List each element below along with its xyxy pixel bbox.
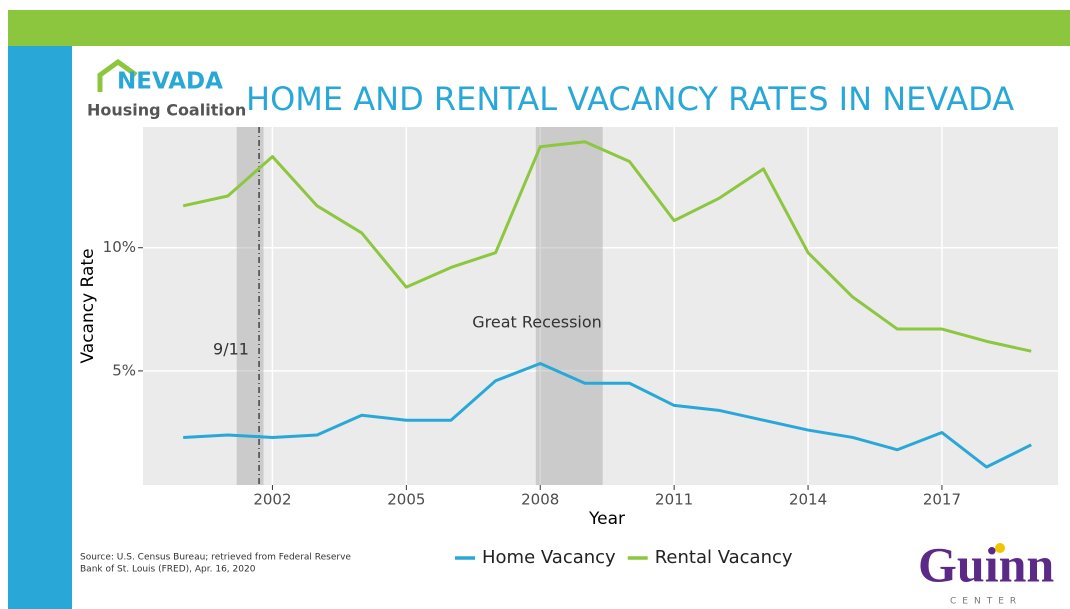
- line-series: [182, 140, 1032, 353]
- y-tick-label: 5%: [112, 361, 136, 379]
- x-tick-label: 2014: [789, 491, 827, 509]
- chart-title: HOME AND RENTAL VACANCY RATES IN NEVADA: [246, 80, 1014, 118]
- plot: 2002 2005 2008 2011 2014 2017 5% 10% 9/11 Great R…: [103, 127, 1058, 509]
- side-bar: [8, 46, 72, 609]
- line-series: [183, 362, 1032, 469]
- annotation: 9/11: [213, 340, 249, 359]
- plot-background: [143, 127, 1058, 485]
- logo-dot: [995, 543, 1005, 553]
- x-tick-label: 2002: [253, 491, 291, 509]
- shaded-period: [535, 127, 603, 485]
- center-name: Guinn: [918, 536, 1054, 592]
- logo-house: [97, 58, 138, 92]
- source-line: Bank of St. Louis (FRED), Apr. 16, 2020: [80, 565, 256, 575]
- x-axis-title: Year: [588, 509, 625, 529]
- top-bar: [8, 10, 1070, 46]
- source-line: Source: U.S. Census Bureau; retrieved fr…: [80, 553, 351, 563]
- annotation: Great Recession: [472, 313, 602, 332]
- logo-bottom: Housing Coalition: [87, 101, 246, 120]
- x-tick-label: 2005: [387, 491, 425, 509]
- legend-label: Rental Vacancy: [655, 547, 793, 568]
- logo-top: NEVADA: [117, 69, 223, 95]
- y-tick-label: 10%: [103, 238, 136, 256]
- x-tick-label: 2017: [923, 491, 961, 509]
- y-axis-title: Vacancy Rate: [78, 248, 98, 363]
- x-tick-label: 2008: [521, 491, 559, 509]
- center-sub: CENTER: [950, 597, 1022, 607]
- x-tick-label: 2011: [655, 491, 693, 509]
- legend-label: Home Vacancy: [482, 547, 616, 568]
